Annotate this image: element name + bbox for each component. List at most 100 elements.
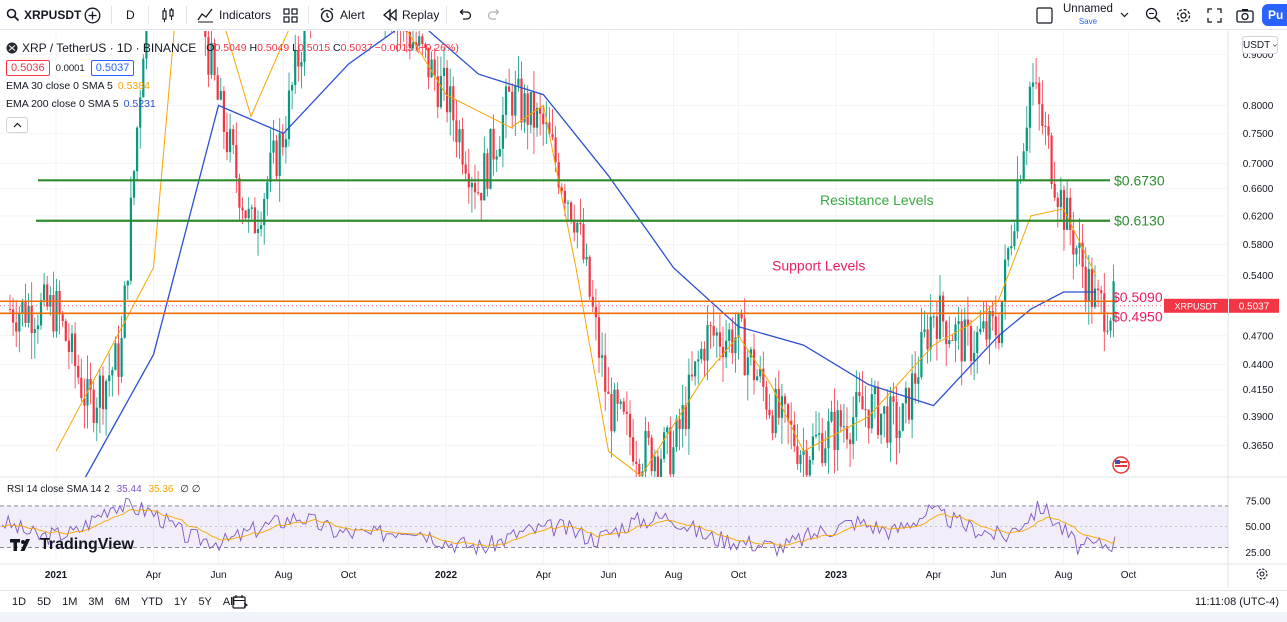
candle-body <box>95 407 98 423</box>
range-button-5y[interactable]: 5Y <box>198 596 212 608</box>
layouts-button[interactable] <box>283 0 298 30</box>
range-button-ytd[interactable]: YTD <box>140 596 163 608</box>
close-value: 0.5037 <box>340 41 373 54</box>
publish-button[interactable]: Pu <box>1262 4 1287 26</box>
candle <box>979 310 982 335</box>
range-button-1y[interactable]: 1Y <box>173 596 188 608</box>
settings-button[interactable] <box>1175 0 1192 30</box>
candle <box>542 106 545 146</box>
candle <box>495 149 498 173</box>
candle-body <box>876 386 880 435</box>
buy-price-box[interactable]: 0.5037 <box>90 60 135 76</box>
range-button-3m[interactable]: 3M <box>88 596 104 608</box>
price-tick-label: 0.7000 <box>1243 159 1274 170</box>
candle-body <box>743 318 746 376</box>
candle-body <box>473 182 477 193</box>
ema30-legend[interactable]: EMA 30 close 0 SMA 5 0.5384 <box>6 77 459 95</box>
candle-body <box>836 410 839 451</box>
candle <box>263 192 266 245</box>
alert-button[interactable]: Alert <box>319 0 365 30</box>
range-button-1m[interactable]: 1M <box>62 596 78 608</box>
ema200-legend[interactable]: EMA 200 close 0 SMA 5 0.5231 <box>6 95 459 113</box>
range-button-all[interactable]: All <box>222 596 236 608</box>
collapse-legend-button[interactable] <box>6 117 28 133</box>
undo-button[interactable] <box>457 0 472 30</box>
candle <box>945 319 948 366</box>
gear-icon <box>1176 8 1191 22</box>
candle-body <box>570 202 573 220</box>
candle-body <box>842 426 845 428</box>
candle <box>914 351 917 404</box>
tradingview-logo[interactable]: TradingView <box>10 536 134 554</box>
candle-body <box>1000 300 1004 344</box>
candle <box>517 55 520 92</box>
symbol-search[interactable]: XRPUSDT <box>6 0 81 30</box>
candle-body <box>421 36 424 44</box>
candle <box>647 421 650 446</box>
candle <box>709 321 712 349</box>
candle <box>1016 156 1019 239</box>
layout-name-button[interactable]: Unnamed Save <box>1063 0 1113 30</box>
sell-price-box[interactable]: 0.5036 <box>6 60 50 76</box>
compare-button[interactable] <box>84 0 101 30</box>
goto-date-button[interactable] <box>232 591 248 613</box>
candle-body <box>725 340 728 358</box>
candle-body <box>721 346 725 358</box>
candle-body <box>145 31 148 59</box>
candle <box>1000 300 1004 348</box>
candle-body <box>855 391 858 418</box>
chart-canvas[interactable]: 0.9000 0.8000 0.7500 0.7000 0.6600 0.6200 0.58… <box>0 31 1287 588</box>
chart-area[interactable]: 0.9000 0.8000 0.7500 0.7000 0.6600 0.6200 0.58… <box>0 31 1287 588</box>
candle-body <box>833 411 836 451</box>
candle-body <box>244 210 247 219</box>
currency-button[interactable]: USDT <box>1242 36 1278 54</box>
candle-body <box>89 378 92 390</box>
candle <box>89 362 92 405</box>
clock[interactable]: 11:11:08 (UTC-4) <box>1195 591 1279 613</box>
candle-body <box>411 42 415 49</box>
candle-body <box>920 331 923 378</box>
candle-body <box>77 365 80 378</box>
candle <box>470 176 473 213</box>
interval-button[interactable]: D <box>126 0 135 30</box>
rsi-tick-label: 75.00 <box>1245 496 1270 507</box>
range-button-5d[interactable]: 5D <box>37 596 52 608</box>
redo-button[interactable] <box>487 0 502 30</box>
layout-dropdown[interactable] <box>1120 0 1129 30</box>
range-button-6m[interactable]: 6M <box>114 596 130 608</box>
indicators-button[interactable]: Indicators <box>197 0 271 30</box>
candle-body <box>480 193 483 201</box>
resistance-annotation: Resistance Levels <box>820 192 934 208</box>
fullscreen-button[interactable] <box>1207 0 1222 30</box>
quick-search-button[interactable] <box>1145 0 1161 30</box>
chart-legend: XRP / TetherUS · 1D · BINANCE O0.5049 H0… <box>6 40 459 133</box>
chart-type-button[interactable] <box>160 0 176 30</box>
candle <box>219 77 222 101</box>
candle-body <box>659 458 663 477</box>
candles-icon <box>162 8 174 22</box>
candle-body <box>811 436 814 460</box>
candle-body <box>501 114 504 149</box>
replay-button[interactable]: Replay <box>382 0 439 30</box>
candle <box>269 128 272 193</box>
candle-body <box>718 332 721 347</box>
rsi-value: 35.44 <box>116 484 142 495</box>
snapshot-button[interactable] <box>1236 0 1254 30</box>
candle-body <box>117 343 120 377</box>
candle-body <box>966 319 969 326</box>
grid-layout-icon <box>283 7 298 23</box>
candle <box>594 288 597 341</box>
layout-select-checkbox[interactable] <box>1036 0 1053 30</box>
candle <box>613 382 616 433</box>
candle-body <box>222 90 225 132</box>
candle-body <box>976 332 979 354</box>
rsi-legend[interactable]: RSI 14 close SMA 14 2 35.44 35.36 ∅ ∅ <box>7 484 200 495</box>
candle-body <box>982 321 985 329</box>
candle-body <box>67 340 70 352</box>
range-button-1d[interactable]: 1D <box>12 596 27 608</box>
candle-body <box>706 325 709 361</box>
candle <box>27 293 30 328</box>
time-tick-label: Apr <box>926 570 942 581</box>
candle <box>585 243 588 267</box>
ema30-label: EMA 30 close 0 SMA 5 <box>6 80 113 92</box>
